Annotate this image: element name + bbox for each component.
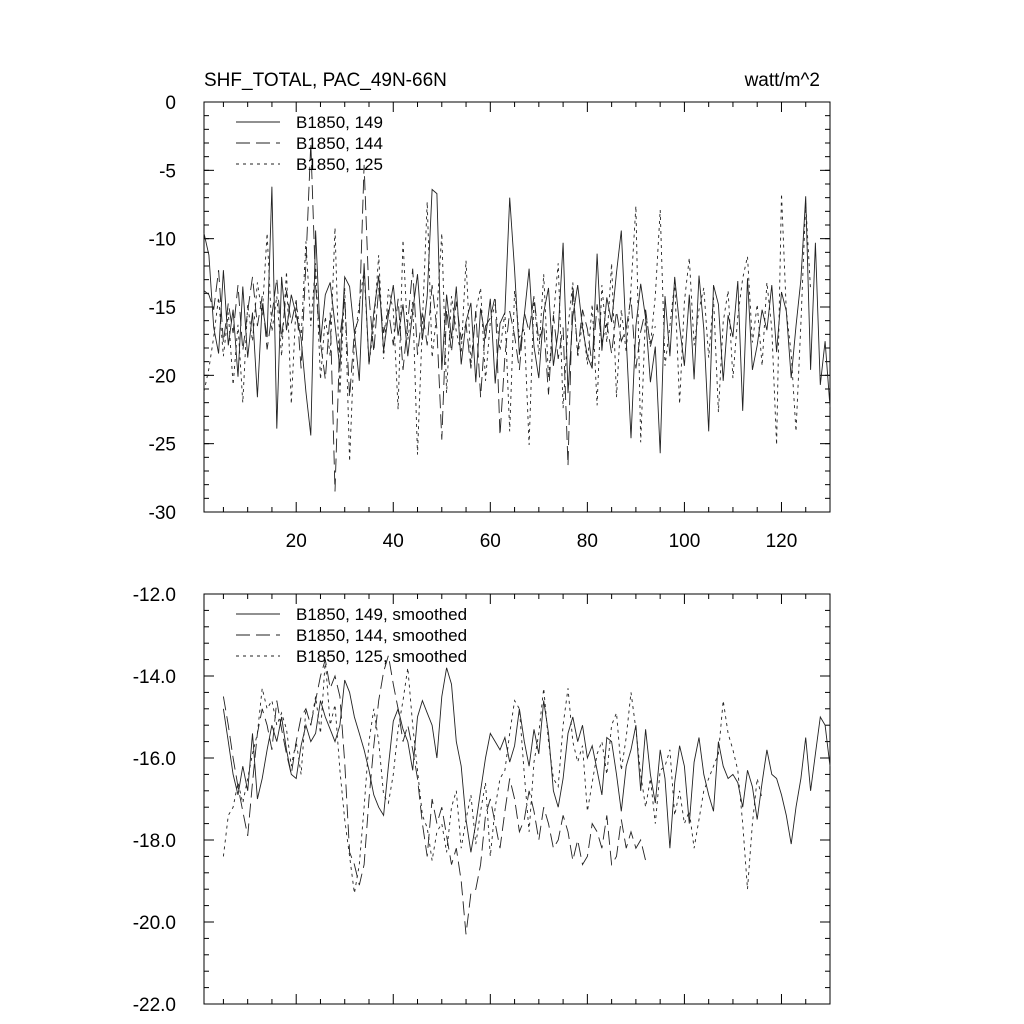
x-tick-label: 100 xyxy=(669,531,701,552)
bottom-panel: -12.0 -14.0 -16.0 -18.0 -20.0 -22.0 B1850, 14… xyxy=(133,585,831,1016)
chart-title: SHF_TOTAL, PAC_49N-66N xyxy=(204,70,447,91)
legend-label-1: B1850, 149, smoothed xyxy=(296,605,467,624)
y-tick-label: -20 xyxy=(149,366,176,387)
bottom-plot-frame xyxy=(203,593,831,1005)
x-tick-label: 20 xyxy=(286,531,307,552)
legend-label-1: B1850, 149 xyxy=(296,113,383,132)
top-legend: B1850, 149 B1850, 144 B1850, 125 xyxy=(236,113,383,174)
top-series-lines xyxy=(203,142,831,492)
series-line-2 xyxy=(222,655,647,935)
x-tick-label: 120 xyxy=(766,531,798,552)
top-axis-ticks: 20 40 60 80 100 120 0 -5 -10 -15 -20 -25 -30 xyxy=(149,93,830,552)
series-line-1 xyxy=(222,667,831,853)
legend-label-2: B1850, 144 xyxy=(296,134,383,153)
series-line-1 xyxy=(203,186,831,454)
series-line-2 xyxy=(203,142,656,492)
units-label: watt/m^2 xyxy=(744,70,820,91)
series-line-3 xyxy=(222,659,763,894)
y-tick-label: -12.0 xyxy=(133,585,176,606)
y-tick-label: -25 xyxy=(149,435,176,456)
top-panel: SHF_TOTAL, PAC_49N-66N watt/m^2 20 40 60 80… xyxy=(149,70,831,552)
bottom-series-lines xyxy=(222,655,831,935)
legend-label-2: B1850, 144, smoothed xyxy=(296,626,467,645)
y-tick-label: -10 xyxy=(149,230,176,251)
legend-label-3: B1850, 125 xyxy=(296,155,383,174)
y-tick-label: -15 xyxy=(149,298,176,319)
x-tick-label: 60 xyxy=(480,531,501,552)
bottom-axis-ticks: -12.0 -14.0 -16.0 -18.0 -20.0 -22.0 xyxy=(133,585,830,1016)
y-tick-label: -18.0 xyxy=(133,831,176,852)
x-tick-label: 40 xyxy=(383,531,404,552)
y-tick-label: -30 xyxy=(149,503,176,524)
y-tick-label: -5 xyxy=(159,161,176,182)
y-tick-label: -20.0 xyxy=(133,913,176,934)
bottom-legend: B1850, 149, smoothed B1850, 144, smoothed… xyxy=(236,605,467,666)
y-tick-label: -22.0 xyxy=(133,995,176,1016)
y-tick-label: -16.0 xyxy=(133,749,176,770)
y-tick-label: -14.0 xyxy=(133,667,176,688)
legend-label-3: B1850, 125, smoothed xyxy=(296,647,467,666)
x-tick-label: 80 xyxy=(577,531,598,552)
y-tick-label: 0 xyxy=(165,93,176,114)
